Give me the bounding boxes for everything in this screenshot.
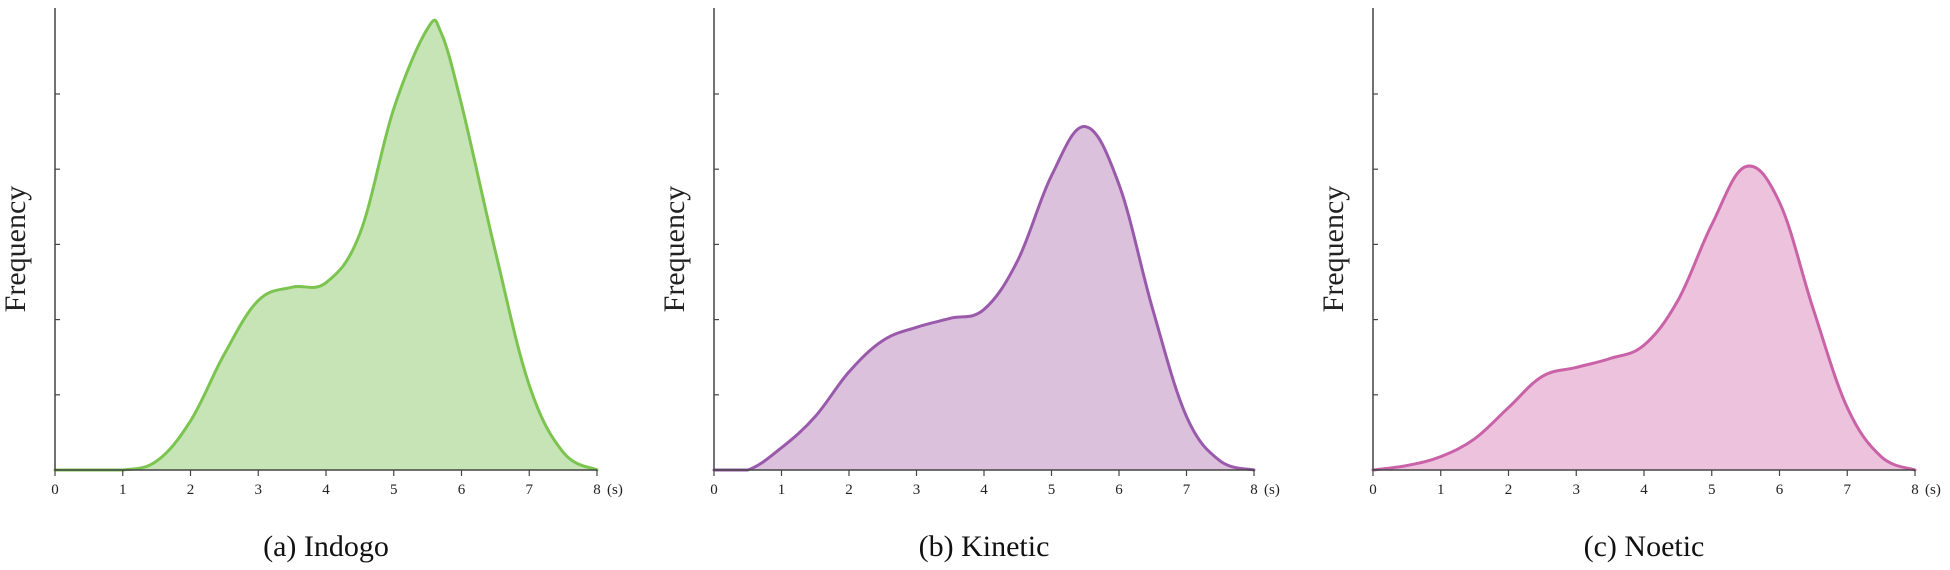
density-area: [714, 126, 1254, 471]
x-tick-label: 1: [778, 482, 786, 498]
chart-panel-2: 0 1 2 3 4 5 6 7 8 (s) Frequency (b) Kinetic: [658, 8, 1280, 563]
x-tick-label: 8: [593, 482, 601, 498]
x-tick-label: 3: [1573, 482, 1581, 498]
chart-caption: (a) Indogo: [263, 530, 389, 563]
density-area: [55, 20, 597, 471]
x-tick-label: 0: [1369, 482, 1377, 498]
chart-panel-1: 0 1 2 3 4 5 6 7 8 (s) Frequency (a) Indogo: [0, 8, 623, 563]
x-tick-label: 7: [1183, 482, 1191, 498]
chart-caption: (c) Noetic: [1584, 530, 1705, 563]
x-tick-label: 4: [980, 482, 988, 498]
x-tick-label: 0: [710, 482, 718, 498]
density-line: [1371, 164, 1917, 472]
y-axis-label: Frequency: [0, 186, 32, 313]
x-tick-label: 2: [845, 482, 853, 498]
x-unit-label: (s): [1264, 482, 1280, 498]
x-tick-label: 0: [51, 482, 59, 498]
y-axis-label: Frequency: [1317, 186, 1350, 313]
x-tick-label: 6: [1776, 482, 1784, 498]
x-tick-label: 6: [458, 482, 466, 498]
x-tick-label: 5: [1048, 482, 1056, 498]
chart-caption: (b) Kinetic: [919, 530, 1050, 563]
x-tick-label: 6: [1115, 482, 1123, 498]
density-area: [1373, 166, 1915, 470]
x-unit-label: (s): [1925, 482, 1941, 498]
x-tick-label: 2: [1505, 482, 1513, 498]
y-axis-label: Frequency: [658, 186, 691, 313]
x-tick-label: 3: [913, 482, 921, 498]
density-line: [53, 18, 599, 472]
x-tick-label: 3: [255, 482, 263, 498]
x-tick-label: 8: [1250, 482, 1258, 498]
x-tick-label: 4: [322, 482, 330, 498]
x-unit-label: (s): [607, 482, 623, 498]
x-tick-label: 2: [187, 482, 195, 498]
x-tick-label: 4: [1640, 482, 1648, 498]
x-tick-label: 5: [1708, 482, 1716, 498]
x-tick-label: 7: [526, 482, 534, 498]
x-tick-label: 8: [1911, 482, 1919, 498]
x-tick-label: 5: [390, 482, 398, 498]
x-tick-label: 1: [119, 482, 127, 498]
density-line: [712, 125, 1256, 472]
chart-panel-3: 0 1 2 3 4 5 6 7 8 (s) Frequency (c) Noetic: [1317, 8, 1941, 563]
x-tick-label: 1: [1437, 482, 1445, 498]
x-tick-label: 7: [1844, 482, 1852, 498]
